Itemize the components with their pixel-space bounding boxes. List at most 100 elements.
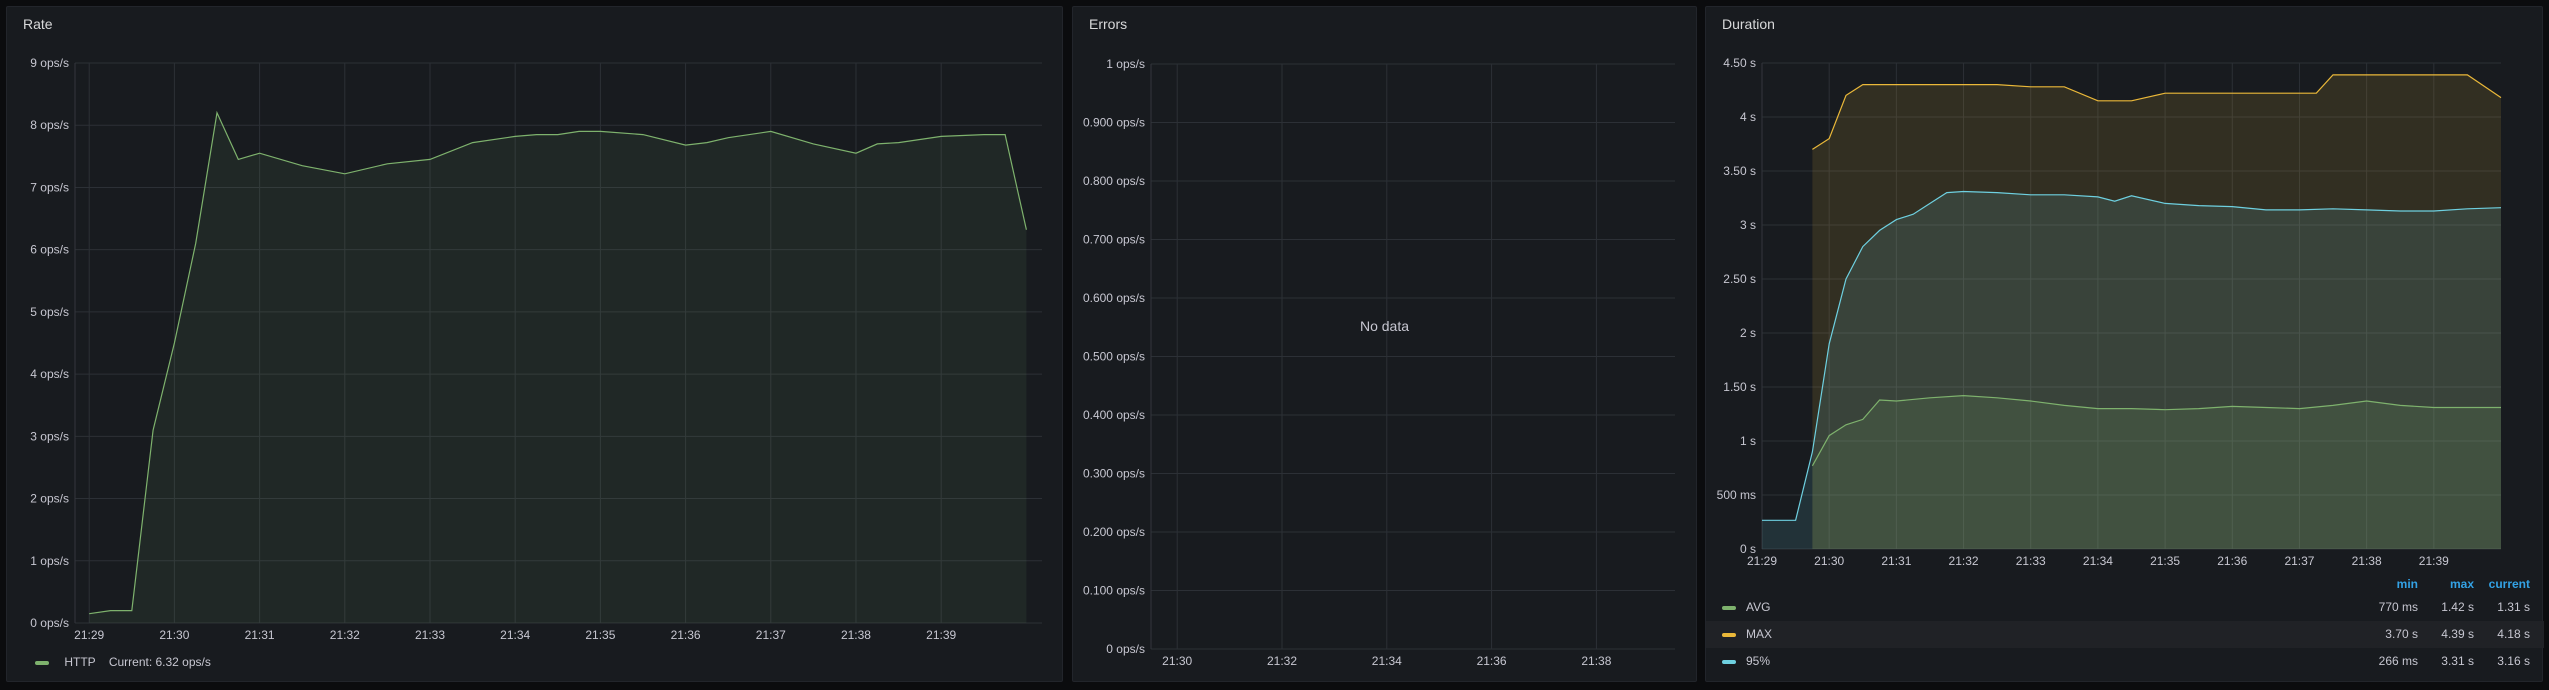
errors-chart[interactable]: 0 ops/s 0.100 ops/s 0.200 ops/s 0.300 ops/s… [1073, 27, 1698, 677]
legend-series-name[interactable]: HTTP [64, 655, 96, 669]
y-tick-label: 0.500 ops/s [1083, 350, 1145, 364]
legend-series-name[interactable]: MAX [1746, 627, 1773, 641]
legend-rows: AVG 770 ms 1.42 s 1.31 s MAX 3.70 s 4.39 s 4.18… [1706, 594, 2544, 675]
x-tick-label: 21:39 [926, 628, 956, 642]
legend-current-value: Current: 6.32 ops/s [108, 655, 211, 669]
rate-panel[interactable]: Rate 0 ops/s 1 ops/s 2 ops/s 3 ops/s 4 ops/s… [6, 6, 1063, 682]
legend-max-value: 4.39 s [2441, 627, 2474, 641]
legend-swatch[interactable] [1722, 606, 1736, 610]
x-tick-label: 21:37 [756, 628, 786, 642]
duration-legend-table: min max current AVG 770 ms 1.42 s 1.31 s MAX… [1706, 574, 2544, 675]
y-tick-label: 0.200 ops/s [1083, 525, 1145, 539]
panel-title[interactable]: Errors [1089, 16, 1128, 32]
x-tick-label: 21:36 [1477, 654, 1507, 668]
x-tick-label: 21:32 [1949, 554, 1979, 568]
panel-title[interactable]: Rate [23, 16, 53, 32]
x-tick-label: 21:39 [2419, 554, 2449, 568]
x-tick-label: 21:32 [330, 628, 360, 642]
series-area-avg [1812, 395, 2501, 549]
x-tick-label: 21:34 [500, 628, 530, 642]
legend-header-min[interactable]: min [2396, 577, 2418, 591]
y-tick-label: 9 ops/s [30, 56, 69, 70]
x-tick-label: 21:33 [415, 628, 445, 642]
x-tick-label: 21:30 [1814, 554, 1844, 568]
legend-series-name[interactable]: 95% [1746, 654, 1771, 668]
x-tick-label: 21:30 [159, 628, 189, 642]
x-tick-label: 21:35 [585, 628, 615, 642]
legend-min-value: 770 ms [2378, 600, 2418, 614]
x-tick-label: 21:37 [2284, 554, 2314, 568]
series-line-max[interactable] [1812, 74, 2502, 150]
legend-swatch[interactable] [1722, 633, 1736, 637]
legend-max-value: 1.42 s [2441, 600, 2474, 614]
y-tick-label: 500 ms [1717, 488, 1756, 502]
x-tick-label: 21:31 [1881, 554, 1911, 568]
x-tick-label: 21:30 [1162, 654, 1192, 668]
legend-row-95[interactable]: 95% 266 ms 3.31 s 3.16 s [1706, 648, 2544, 675]
x-tick-label: 21:29 [1747, 554, 1777, 568]
y-tick-label: 2 s [1740, 326, 1756, 340]
x-tick-label: 21:38 [2352, 554, 2382, 568]
y-tick-label: 6 ops/s [30, 243, 69, 257]
y-tick-label: 1 ops/s [1106, 57, 1145, 71]
legend-current-value: 4.18 s [2497, 627, 2530, 641]
legend-series-name[interactable]: AVG [1746, 600, 1771, 614]
y-tick-label: 4.50 s [1723, 56, 1756, 70]
y-tick-label: 2.50 s [1723, 272, 1756, 286]
legend-max-value: 3.31 s [2441, 654, 2474, 668]
y-tick-label: 0 ops/s [30, 616, 69, 630]
x-tick-label: 21:33 [2016, 554, 2046, 568]
series-area-95- [1762, 191, 2501, 549]
x-tick-label: 21:36 [2217, 554, 2247, 568]
legend-min-value: 266 ms [2378, 654, 2418, 668]
y-tick-label: 0 ops/s [1106, 642, 1145, 656]
y-tick-label: 8 ops/s [30, 118, 69, 132]
y-tick-label: 0.900 ops/s [1083, 116, 1145, 130]
legend-header-current[interactable]: current [2488, 577, 2530, 591]
y-tick-label: 1 ops/s [30, 554, 69, 568]
legend-row-avg[interactable]: AVG 770 ms 1.42 s 1.31 s [1706, 594, 2544, 621]
duration-panel[interactable]: Duration 0 s 500 ms 1 s 1.50 s 2 s 2.50 s 3 s 3… [1705, 6, 2544, 682]
y-tick-label: 1.50 s [1723, 380, 1756, 394]
y-tick-label: 3 ops/s [30, 429, 69, 443]
x-tick-label: 21:32 [1267, 654, 1297, 668]
y-tick-label: 0 s [1740, 542, 1756, 556]
legend-row-max[interactable]: MAX 3.70 s 4.39 s 4.18 s [1706, 621, 2544, 648]
series-line-avg[interactable] [1811, 394, 2501, 467]
y-tick-label: 2 ops/s [30, 492, 69, 506]
legend-swatch-http[interactable] [35, 660, 49, 665]
legend-header-max[interactable]: max [2449, 577, 2474, 591]
x-tick-label: 21:29 [74, 628, 104, 642]
series-area-max [1812, 74, 2501, 550]
y-tick-label: 3 s [1740, 218, 1756, 232]
y-tick-label: 5 ops/s [30, 305, 69, 319]
x-tick-label: 21:34 [2083, 554, 2113, 568]
rate-chart[interactable]: 0 ops/s 1 ops/s 2 ops/s 3 ops/s 4 ops/s 5 ops… [7, 27, 1064, 667]
errors-panel[interactable]: Errors 0 ops/s 0.100 ops/s 0.200 ops/s 0.30… [1072, 6, 1697, 682]
duration-chart[interactable]: 0 s 500 ms 1 s 1.50 s 2 s 2.50 s 3 s 3.50 s 4 s 4… [1706, 27, 2544, 582]
legend-swatch[interactable] [1722, 660, 1736, 664]
x-tick-label: 21:36 [671, 628, 701, 642]
y-tick-label: 0.600 ops/s [1083, 291, 1145, 305]
series-line-http[interactable] [89, 110, 1027, 615]
y-tick-label: 0.100 ops/s [1083, 584, 1145, 598]
no-data-label: No data [1359, 318, 1410, 334]
legend-current-value: 1.31 s [2497, 600, 2530, 614]
x-tick-label: 21:38 [841, 628, 871, 642]
y-tick-label: 0.400 ops/s [1083, 408, 1145, 422]
rate-legend: HTTP Current: 6.32 ops/s [35, 655, 211, 669]
y-tick-label: 7 ops/s [30, 180, 69, 194]
series-area-http [89, 112, 1027, 624]
panel-title[interactable]: Duration [1722, 16, 1775, 32]
y-tick-label: 4 ops/s [30, 367, 69, 381]
y-tick-label: 0.700 ops/s [1083, 233, 1145, 247]
x-tick-label: 21:34 [1372, 654, 1402, 668]
x-tick-label: 21:38 [1581, 654, 1611, 668]
series-line-95-[interactable] [1762, 190, 2502, 521]
legend-header-row: min max current [1706, 574, 2544, 594]
y-tick-label: 3.50 s [1723, 164, 1756, 178]
y-tick-label: 0.800 ops/s [1083, 174, 1145, 188]
y-tick-label: 0.300 ops/s [1083, 467, 1145, 481]
x-tick-label: 21:35 [2150, 554, 2180, 568]
legend-current-value: 3.16 s [2497, 654, 2530, 668]
